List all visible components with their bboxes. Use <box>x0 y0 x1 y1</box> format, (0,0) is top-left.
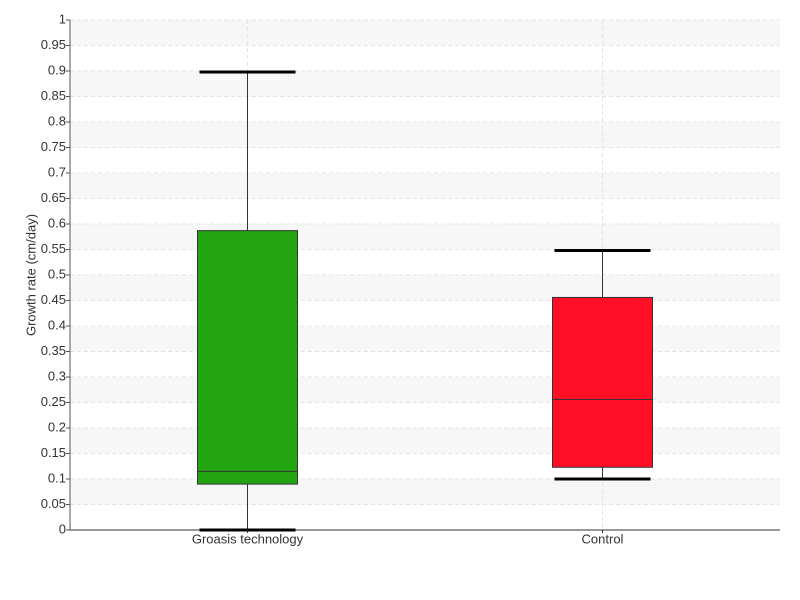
y-tick-label: 0.15 <box>41 445 66 460</box>
grid-band <box>70 20 780 46</box>
y-tick-label: 0.05 <box>41 496 66 511</box>
y-tick-label: 0 <box>59 521 66 536</box>
grid-band <box>70 71 780 97</box>
y-tick-label: 0.3 <box>48 368 66 383</box>
y-tick-label: 0.45 <box>41 292 66 307</box>
grid-band <box>70 377 780 403</box>
y-tick-label: 0.1 <box>48 470 66 485</box>
x-tick-label: Control <box>582 531 624 546</box>
box <box>552 296 653 468</box>
y-tick-label: 0.4 <box>48 317 66 332</box>
y-tick-label: 0.5 <box>48 266 66 281</box>
y-tick-label: 0.7 <box>48 164 66 179</box>
y-axis-label: Growth rate (cm/day) <box>23 214 38 336</box>
y-tick-label: 0.35 <box>41 343 66 358</box>
grid-band <box>70 428 780 454</box>
y-tick-label: 0.85 <box>41 88 66 103</box>
y-tick-label: 0.75 <box>41 139 66 154</box>
grid-band <box>70 224 780 250</box>
y-tick-label: 0.95 <box>41 37 66 52</box>
grid-band <box>70 326 780 352</box>
y-tick-label: 0.55 <box>41 241 66 256</box>
y-tick-label: 0.25 <box>41 394 66 409</box>
y-tick-label: 0.65 <box>41 190 66 205</box>
y-tick-label: 0.8 <box>48 113 66 128</box>
y-tick-label: 0.9 <box>48 62 66 77</box>
grid-band <box>70 122 780 148</box>
grid-band <box>70 173 780 199</box>
grid-band <box>70 479 780 505</box>
box <box>197 230 298 485</box>
y-tick-label: 1 <box>59 11 66 26</box>
x-tick-label: Groasis technology <box>192 531 304 546</box>
y-tick-label: 0.6 <box>48 215 66 230</box>
y-tick-label: 0.2 <box>48 419 66 434</box>
grid-band <box>70 275 780 301</box>
